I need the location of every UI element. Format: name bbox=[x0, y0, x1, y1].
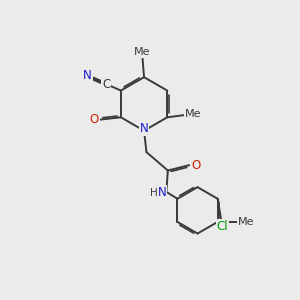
Text: N: N bbox=[83, 70, 92, 83]
Text: O: O bbox=[89, 113, 99, 126]
Text: H: H bbox=[150, 188, 158, 197]
Text: N: N bbox=[140, 122, 148, 135]
Text: N: N bbox=[158, 186, 166, 199]
Text: Cl: Cl bbox=[217, 220, 228, 233]
Text: Me: Me bbox=[185, 109, 201, 119]
Text: Me: Me bbox=[238, 217, 254, 227]
Text: Me: Me bbox=[134, 47, 151, 57]
Text: O: O bbox=[191, 159, 200, 172]
Text: C: C bbox=[102, 77, 110, 91]
